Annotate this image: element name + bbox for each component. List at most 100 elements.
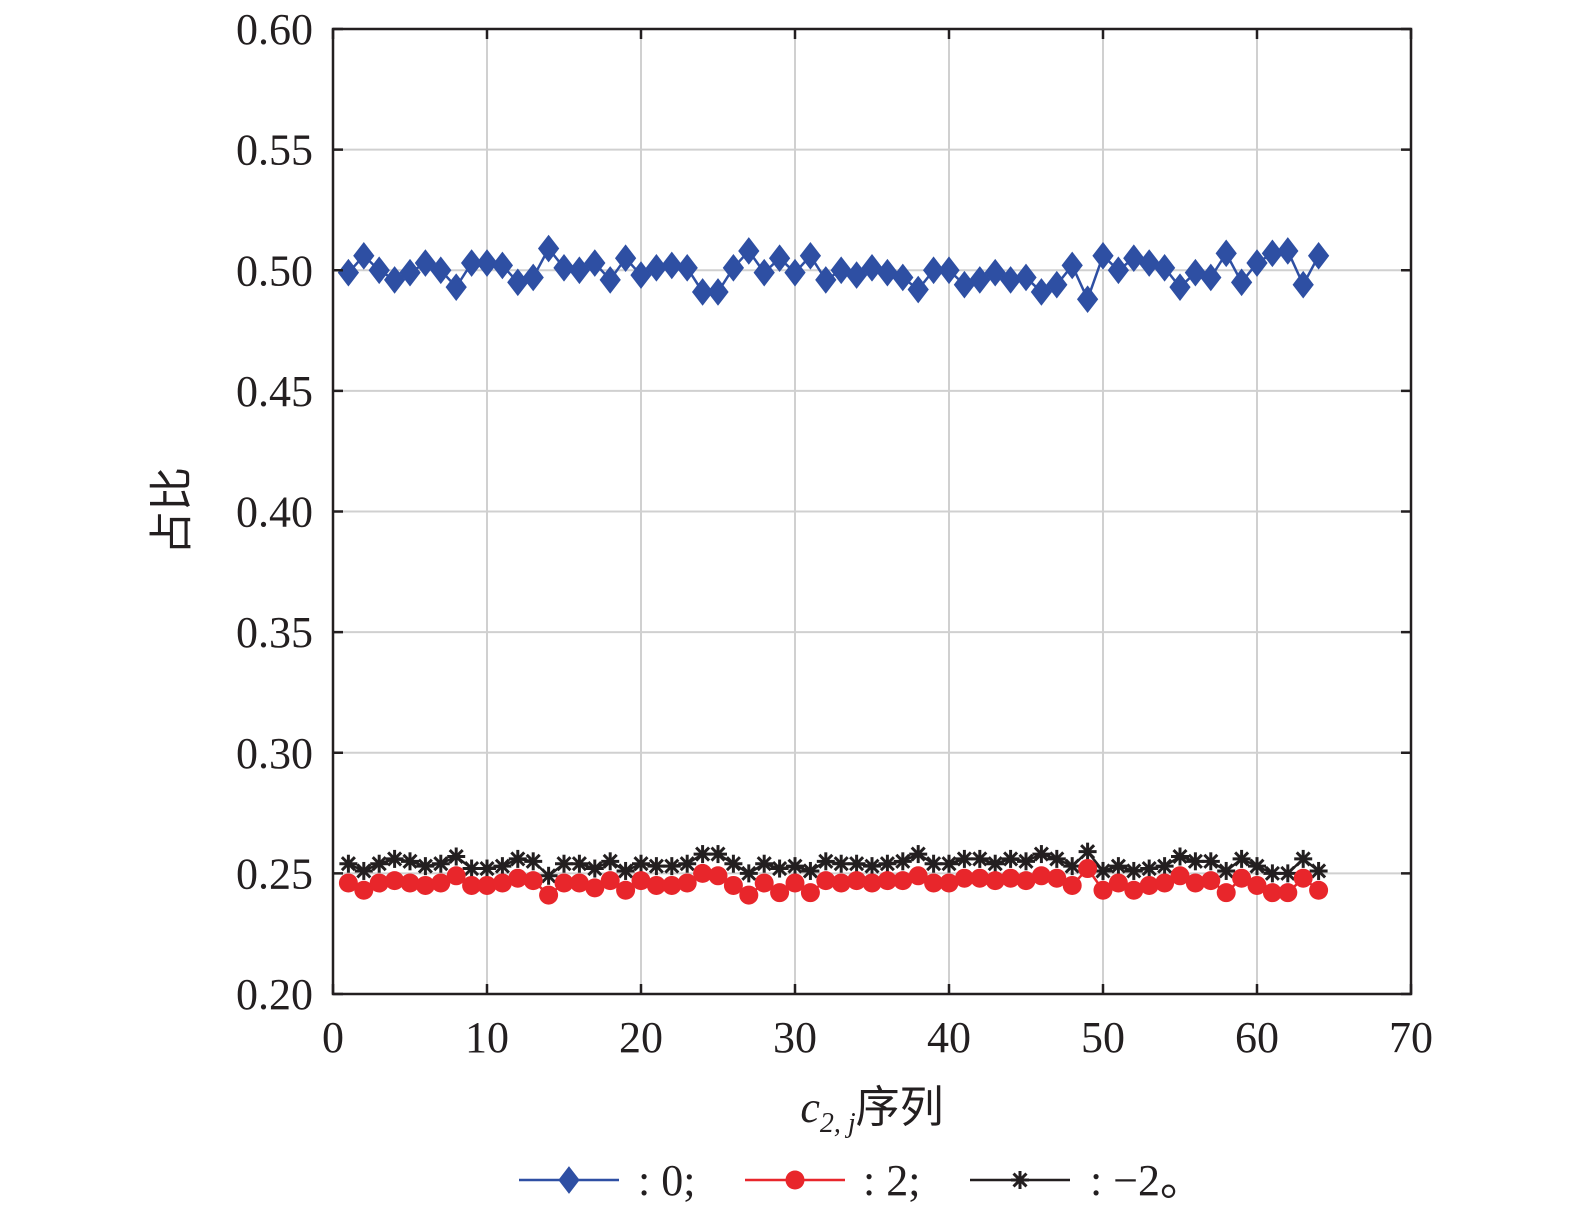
data-point bbox=[601, 852, 620, 871]
data-point bbox=[1031, 866, 1051, 886]
x-tick-label: 70 bbox=[1389, 1013, 1433, 1062]
series-circle bbox=[338, 859, 1329, 905]
y-tick-label: 0.45 bbox=[236, 367, 313, 416]
data-point bbox=[339, 854, 358, 873]
data-point bbox=[784, 258, 806, 287]
data-point bbox=[414, 249, 437, 277]
data-point bbox=[354, 880, 374, 900]
data-point bbox=[385, 849, 404, 868]
data-point bbox=[754, 873, 774, 893]
data-point bbox=[1047, 849, 1066, 868]
x-tick-label: 60 bbox=[1235, 1013, 1279, 1062]
data-point bbox=[585, 859, 604, 878]
data-point bbox=[614, 244, 637, 273]
data-point bbox=[1107, 256, 1130, 285]
data-point bbox=[691, 278, 714, 306]
x-tick-labels: 0 10 20 30 40 50 60 70 bbox=[322, 1013, 1433, 1062]
data-point bbox=[678, 854, 697, 873]
data-point bbox=[492, 873, 512, 893]
legend-label: : −2。 bbox=[1090, 1156, 1204, 1205]
data-point bbox=[1094, 861, 1112, 880]
data-point bbox=[445, 273, 467, 301]
data-point bbox=[400, 873, 420, 893]
data-point bbox=[878, 854, 897, 873]
data-point bbox=[1292, 270, 1314, 299]
data-point bbox=[1232, 849, 1251, 868]
data-point bbox=[383, 266, 406, 294]
data-point bbox=[755, 854, 774, 873]
data-point bbox=[446, 866, 466, 886]
data-point bbox=[415, 875, 435, 895]
data-point bbox=[369, 873, 389, 893]
legend: : 0; : 2; : −2。 bbox=[519, 1156, 1204, 1205]
x-axis-label: c2, j序列 bbox=[800, 1082, 943, 1139]
y-tick-label: 0.25 bbox=[236, 849, 313, 898]
data-point bbox=[337, 258, 360, 287]
data-point bbox=[554, 873, 574, 893]
data-point bbox=[478, 859, 496, 878]
data-point bbox=[1171, 847, 1189, 866]
data-point bbox=[831, 873, 851, 893]
data-point bbox=[1092, 241, 1114, 270]
data-point bbox=[800, 883, 820, 903]
y-tick-label: 0.55 bbox=[236, 126, 313, 175]
data-point bbox=[1015, 263, 1037, 292]
data-point bbox=[786, 857, 804, 876]
data-point bbox=[1001, 868, 1021, 888]
data-point bbox=[385, 871, 405, 891]
data-point bbox=[599, 266, 621, 294]
x-tick-label: 20 bbox=[619, 1013, 663, 1062]
data-point bbox=[584, 249, 606, 277]
data-point bbox=[1061, 251, 1083, 280]
data-point bbox=[354, 861, 373, 880]
data-point bbox=[431, 873, 451, 893]
x-axis-label-sub: 2, j bbox=[820, 1108, 856, 1139]
data-point bbox=[1230, 268, 1253, 297]
data-point bbox=[1155, 857, 1174, 876]
data-point bbox=[1263, 864, 1282, 883]
data-point bbox=[785, 873, 805, 893]
data-point bbox=[816, 871, 836, 891]
data-point bbox=[1277, 237, 1299, 265]
legend-item: : −2。 bbox=[970, 1156, 1204, 1205]
data-point bbox=[447, 847, 466, 866]
data-point bbox=[1169, 273, 1191, 301]
data-point bbox=[539, 866, 558, 885]
data-point bbox=[707, 278, 729, 306]
data-point bbox=[537, 234, 560, 263]
data-point bbox=[893, 852, 912, 871]
x-tick-label: 0 bbox=[322, 1013, 344, 1062]
data-point bbox=[1247, 875, 1267, 895]
data-point bbox=[508, 868, 528, 888]
y-axis-label: 占比 bbox=[147, 467, 198, 555]
data-point bbox=[738, 237, 760, 265]
data-point bbox=[1030, 278, 1053, 306]
data-point bbox=[661, 251, 683, 280]
data-point bbox=[1215, 239, 1237, 268]
data-point bbox=[768, 244, 791, 273]
data-point bbox=[1062, 875, 1082, 895]
data-point bbox=[770, 859, 789, 878]
data-point bbox=[1216, 883, 1236, 903]
data-point bbox=[830, 256, 852, 285]
data-point bbox=[1278, 864, 1297, 883]
data-point bbox=[1046, 270, 1068, 299]
data-point bbox=[770, 883, 790, 903]
data-point bbox=[1262, 883, 1282, 903]
data-point bbox=[1017, 852, 1035, 871]
data-point bbox=[662, 857, 681, 876]
data-point bbox=[924, 873, 944, 893]
data-point bbox=[555, 854, 573, 873]
data-point bbox=[1093, 880, 1113, 900]
data-point bbox=[570, 854, 589, 873]
data-point bbox=[353, 241, 375, 270]
data-point bbox=[568, 256, 591, 285]
legend-item: : 2; bbox=[745, 1156, 920, 1205]
data-point bbox=[508, 849, 527, 868]
data-point bbox=[815, 266, 837, 294]
data-point bbox=[816, 852, 835, 871]
data-point bbox=[1185, 873, 1205, 893]
legend-label: : 0; bbox=[638, 1156, 695, 1205]
plot-series bbox=[337, 234, 1330, 905]
